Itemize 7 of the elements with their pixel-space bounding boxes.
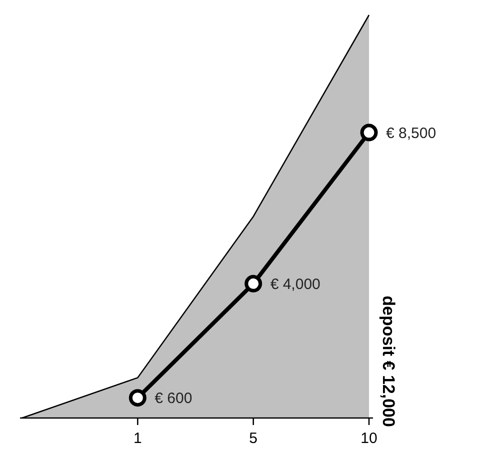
data-label: € 8,500 — [386, 124, 436, 142]
x-tick-label: 10 — [360, 430, 378, 447]
text: deposit € 12,000 — [379, 296, 398, 427]
data-label: € 600 — [154, 390, 192, 408]
x-tick-label: 1 — [133, 430, 142, 447]
data-label: € 4,000 — [270, 276, 320, 293]
x-tick-label: 5 — [249, 430, 258, 447]
